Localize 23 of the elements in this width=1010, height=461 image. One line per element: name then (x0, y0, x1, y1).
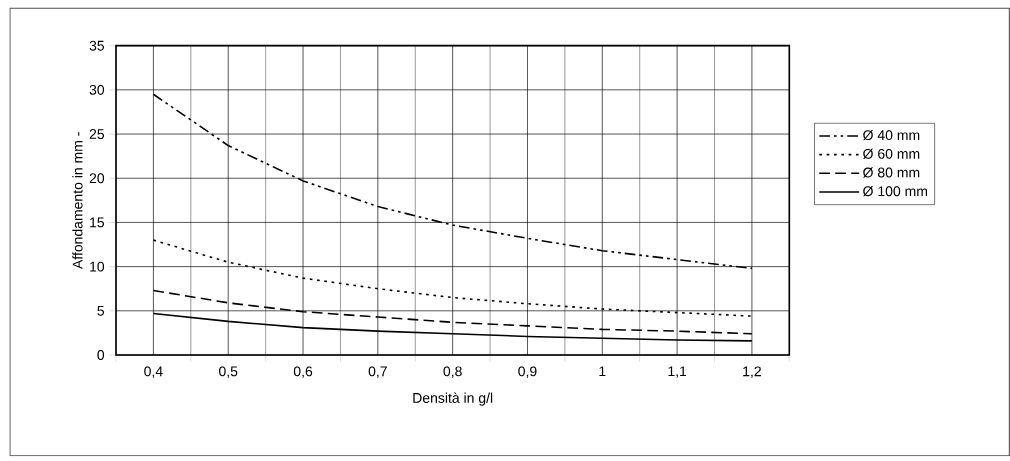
y-tick-label: 15 (90, 217, 105, 228)
y-tick-label: 10 (90, 261, 105, 272)
legend-label: Ø 40 mm (863, 129, 920, 141)
x-axis-title: Densità in g/l (413, 392, 493, 406)
legend-label: Ø 100 mm (863, 186, 928, 197)
x-tick-label: 0,7 (368, 366, 387, 378)
y-tick-label: 25 (89, 129, 105, 140)
x-tick-label: 1 (599, 366, 606, 377)
x-tick-label: 0,4 (144, 366, 163, 378)
y-tick-label: 30 (89, 84, 105, 95)
y-tick-label: 20 (89, 173, 105, 184)
x-tick-label: 1,1 (668, 366, 687, 378)
legend-label: Ø 80 mm (863, 167, 920, 178)
y-tick-label: 5 (97, 305, 105, 316)
x-tick-label: 1,2 (743, 366, 761, 378)
x-tick-label: 0,9 (518, 366, 537, 378)
x-tick-label: 0,5 (219, 366, 238, 378)
y-tick-label: 0 (97, 350, 105, 360)
x-tick-label: 0,6 (293, 366, 313, 378)
y-tick-label: 35 (89, 40, 105, 51)
legend-label: Ø 60 mm (863, 148, 920, 159)
x-tick-label: 0,8 (443, 366, 462, 378)
y-axis-title: Affondamento in mm - (72, 132, 83, 270)
